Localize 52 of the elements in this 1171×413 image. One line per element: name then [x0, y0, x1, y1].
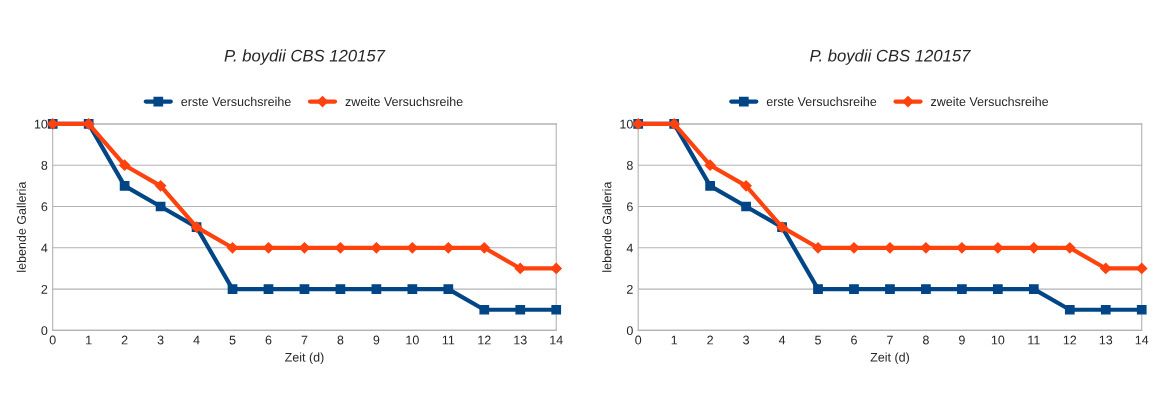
y-tick-label: 6 [41, 202, 48, 212]
y-tick-label: 8 [626, 161, 633, 170]
x-axis-title: Zeit (d) [870, 352, 909, 365]
y-tick-label: 10 [620, 119, 633, 129]
chart-title: P. boydii CBS 120157 [810, 49, 971, 65]
x-tick-label: 12 [478, 335, 491, 345]
x-tick-label: 6 [851, 335, 857, 345]
x-tick-label: 4 [193, 335, 200, 345]
x-tick-label: 5 [815, 335, 821, 345]
x-tick-label: 14 [550, 335, 563, 345]
x-tick-label: 12 [1063, 335, 1077, 345]
x-tick-label: 9 [373, 335, 380, 345]
y-axis-title: lebende Galleria [602, 181, 612, 272]
x-tick-label: 10 [406, 335, 419, 345]
y-tick-label: 6 [627, 202, 633, 212]
x-tick-label: 0 [635, 335, 642, 345]
x-tick-label: 5 [229, 335, 236, 345]
y-tick-label: 4 [626, 243, 633, 253]
x-tick-label: 6 [265, 335, 272, 345]
legend-label: erste Versuchsreihe [181, 96, 291, 107]
x-tick-label: 11 [442, 335, 455, 345]
x-tick-label: 7 [301, 335, 308, 345]
x-axis-title: Zeit (d) [285, 352, 324, 365]
y-tick-label: 10 [34, 119, 48, 129]
x-tick-label: 4 [778, 335, 786, 345]
y-axis-title: lebende Galleria [16, 181, 26, 272]
x-tick-label: 11 [1028, 335, 1040, 345]
legend-label: zweite Versuchsreihe [931, 96, 1049, 107]
x-tick-label: 14 [1135, 335, 1149, 345]
x-tick-label: 13 [514, 335, 527, 345]
y-tick-label: 8 [41, 161, 48, 170]
x-tick-label: 0 [49, 335, 56, 345]
legend-label: zweite Versuchsreihe [345, 96, 463, 107]
y-tick-label: 0 [41, 326, 48, 336]
x-tick-label: 2 [707, 335, 713, 345]
x-tick-label: 8 [337, 335, 344, 345]
chart-title: P. boydii CBS 120157 [224, 49, 386, 65]
x-tick-label: 3 [157, 335, 164, 345]
x-tick-label: 1 [671, 335, 678, 345]
legend-label: erste Versuchsreihe [766, 96, 877, 107]
y-tick-label: 2 [627, 284, 633, 294]
x-tick-label: 3 [743, 335, 750, 345]
y-tick-label: 0 [626, 326, 633, 336]
y-tick-label: 2 [41, 284, 48, 294]
x-tick-label: 7 [887, 335, 893, 345]
x-tick-label: 8 [922, 335, 929, 345]
x-tick-label: 10 [991, 335, 1005, 345]
x-tick-label: 13 [1099, 335, 1113, 345]
x-tick-label: 2 [121, 335, 128, 345]
y-tick-label: 4 [41, 243, 48, 253]
x-tick-label: 9 [959, 335, 965, 345]
x-tick-label: 1 [86, 335, 92, 345]
